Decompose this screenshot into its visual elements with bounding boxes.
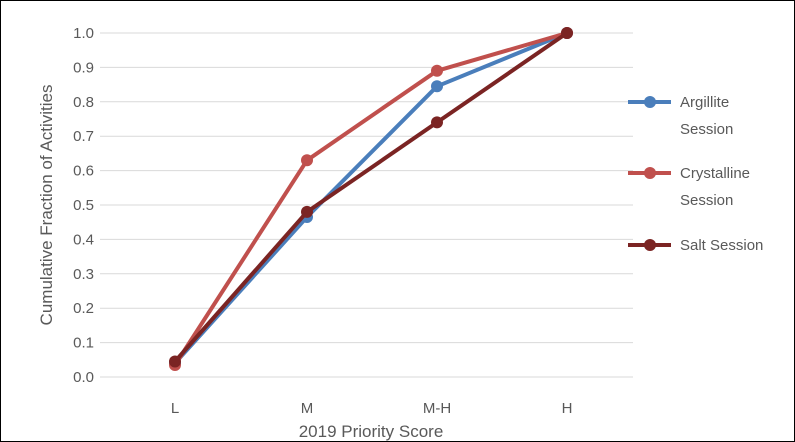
y-tick-label: 0.6 bbox=[73, 163, 94, 180]
data-point bbox=[301, 205, 313, 218]
data-point bbox=[431, 80, 443, 93]
data-point bbox=[169, 355, 181, 368]
y-tick-label: 1.0 bbox=[73, 25, 94, 42]
series-salt-session bbox=[169, 27, 573, 368]
x-axis-ticks: L M M-H H bbox=[171, 400, 573, 417]
y-tick-label: 0.7 bbox=[73, 128, 94, 145]
legend-item: Argillite Session bbox=[628, 94, 733, 138]
x-tick-label: M-H bbox=[423, 400, 451, 417]
legend-item: Salt Session bbox=[628, 237, 763, 254]
legend-label: Salt Session bbox=[680, 237, 763, 254]
y-axis-title: Cumulative Fraction of Activities bbox=[37, 85, 56, 326]
legend-label: Crystalline bbox=[680, 165, 750, 182]
data-point bbox=[431, 64, 443, 77]
series-line bbox=[173, 31, 569, 364]
legend-swatch-marker bbox=[644, 96, 656, 108]
data-point bbox=[301, 154, 313, 167]
legend-label: Argillite bbox=[680, 94, 729, 111]
series-crystalline-session bbox=[169, 27, 573, 371]
series-argillite-session bbox=[169, 27, 573, 370]
legend-label: Session bbox=[680, 121, 733, 138]
y-axis-ticks: 0.0 0.1 0.2 0.3 0.4 0.5 0.6 0.7 0.8 0.9 1.0 bbox=[73, 25, 94, 386]
series-line bbox=[173, 31, 569, 367]
y-tick-label: 0.5 bbox=[73, 197, 94, 214]
legend: Argillite Session Crystalline Session Salt S… bbox=[628, 94, 763, 254]
legend-item: Crystalline Session bbox=[628, 165, 750, 209]
series-line bbox=[173, 31, 569, 366]
x-tick-label: L bbox=[171, 400, 179, 417]
x-tick-label: H bbox=[562, 400, 573, 417]
y-tick-label: 0.2 bbox=[73, 300, 94, 317]
gridlines bbox=[100, 32, 633, 378]
legend-swatch-marker bbox=[644, 167, 656, 179]
y-tick-label: 0.8 bbox=[73, 94, 94, 111]
legend-label: Session bbox=[680, 192, 733, 209]
data-point bbox=[561, 27, 573, 39]
y-tick-label: 0.9 bbox=[73, 59, 94, 76]
y-tick-label: 0.0 bbox=[73, 369, 94, 386]
x-tick-label: M bbox=[301, 400, 314, 417]
y-tick-label: 0.4 bbox=[73, 231, 94, 248]
y-tick-label: 0.1 bbox=[73, 335, 94, 352]
legend-swatch-marker bbox=[644, 239, 656, 251]
x-axis-title: 2019 Priority Score bbox=[299, 422, 444, 441]
series-lines bbox=[169, 27, 573, 371]
y-tick-label: 0.3 bbox=[73, 266, 94, 283]
data-point bbox=[431, 116, 443, 129]
